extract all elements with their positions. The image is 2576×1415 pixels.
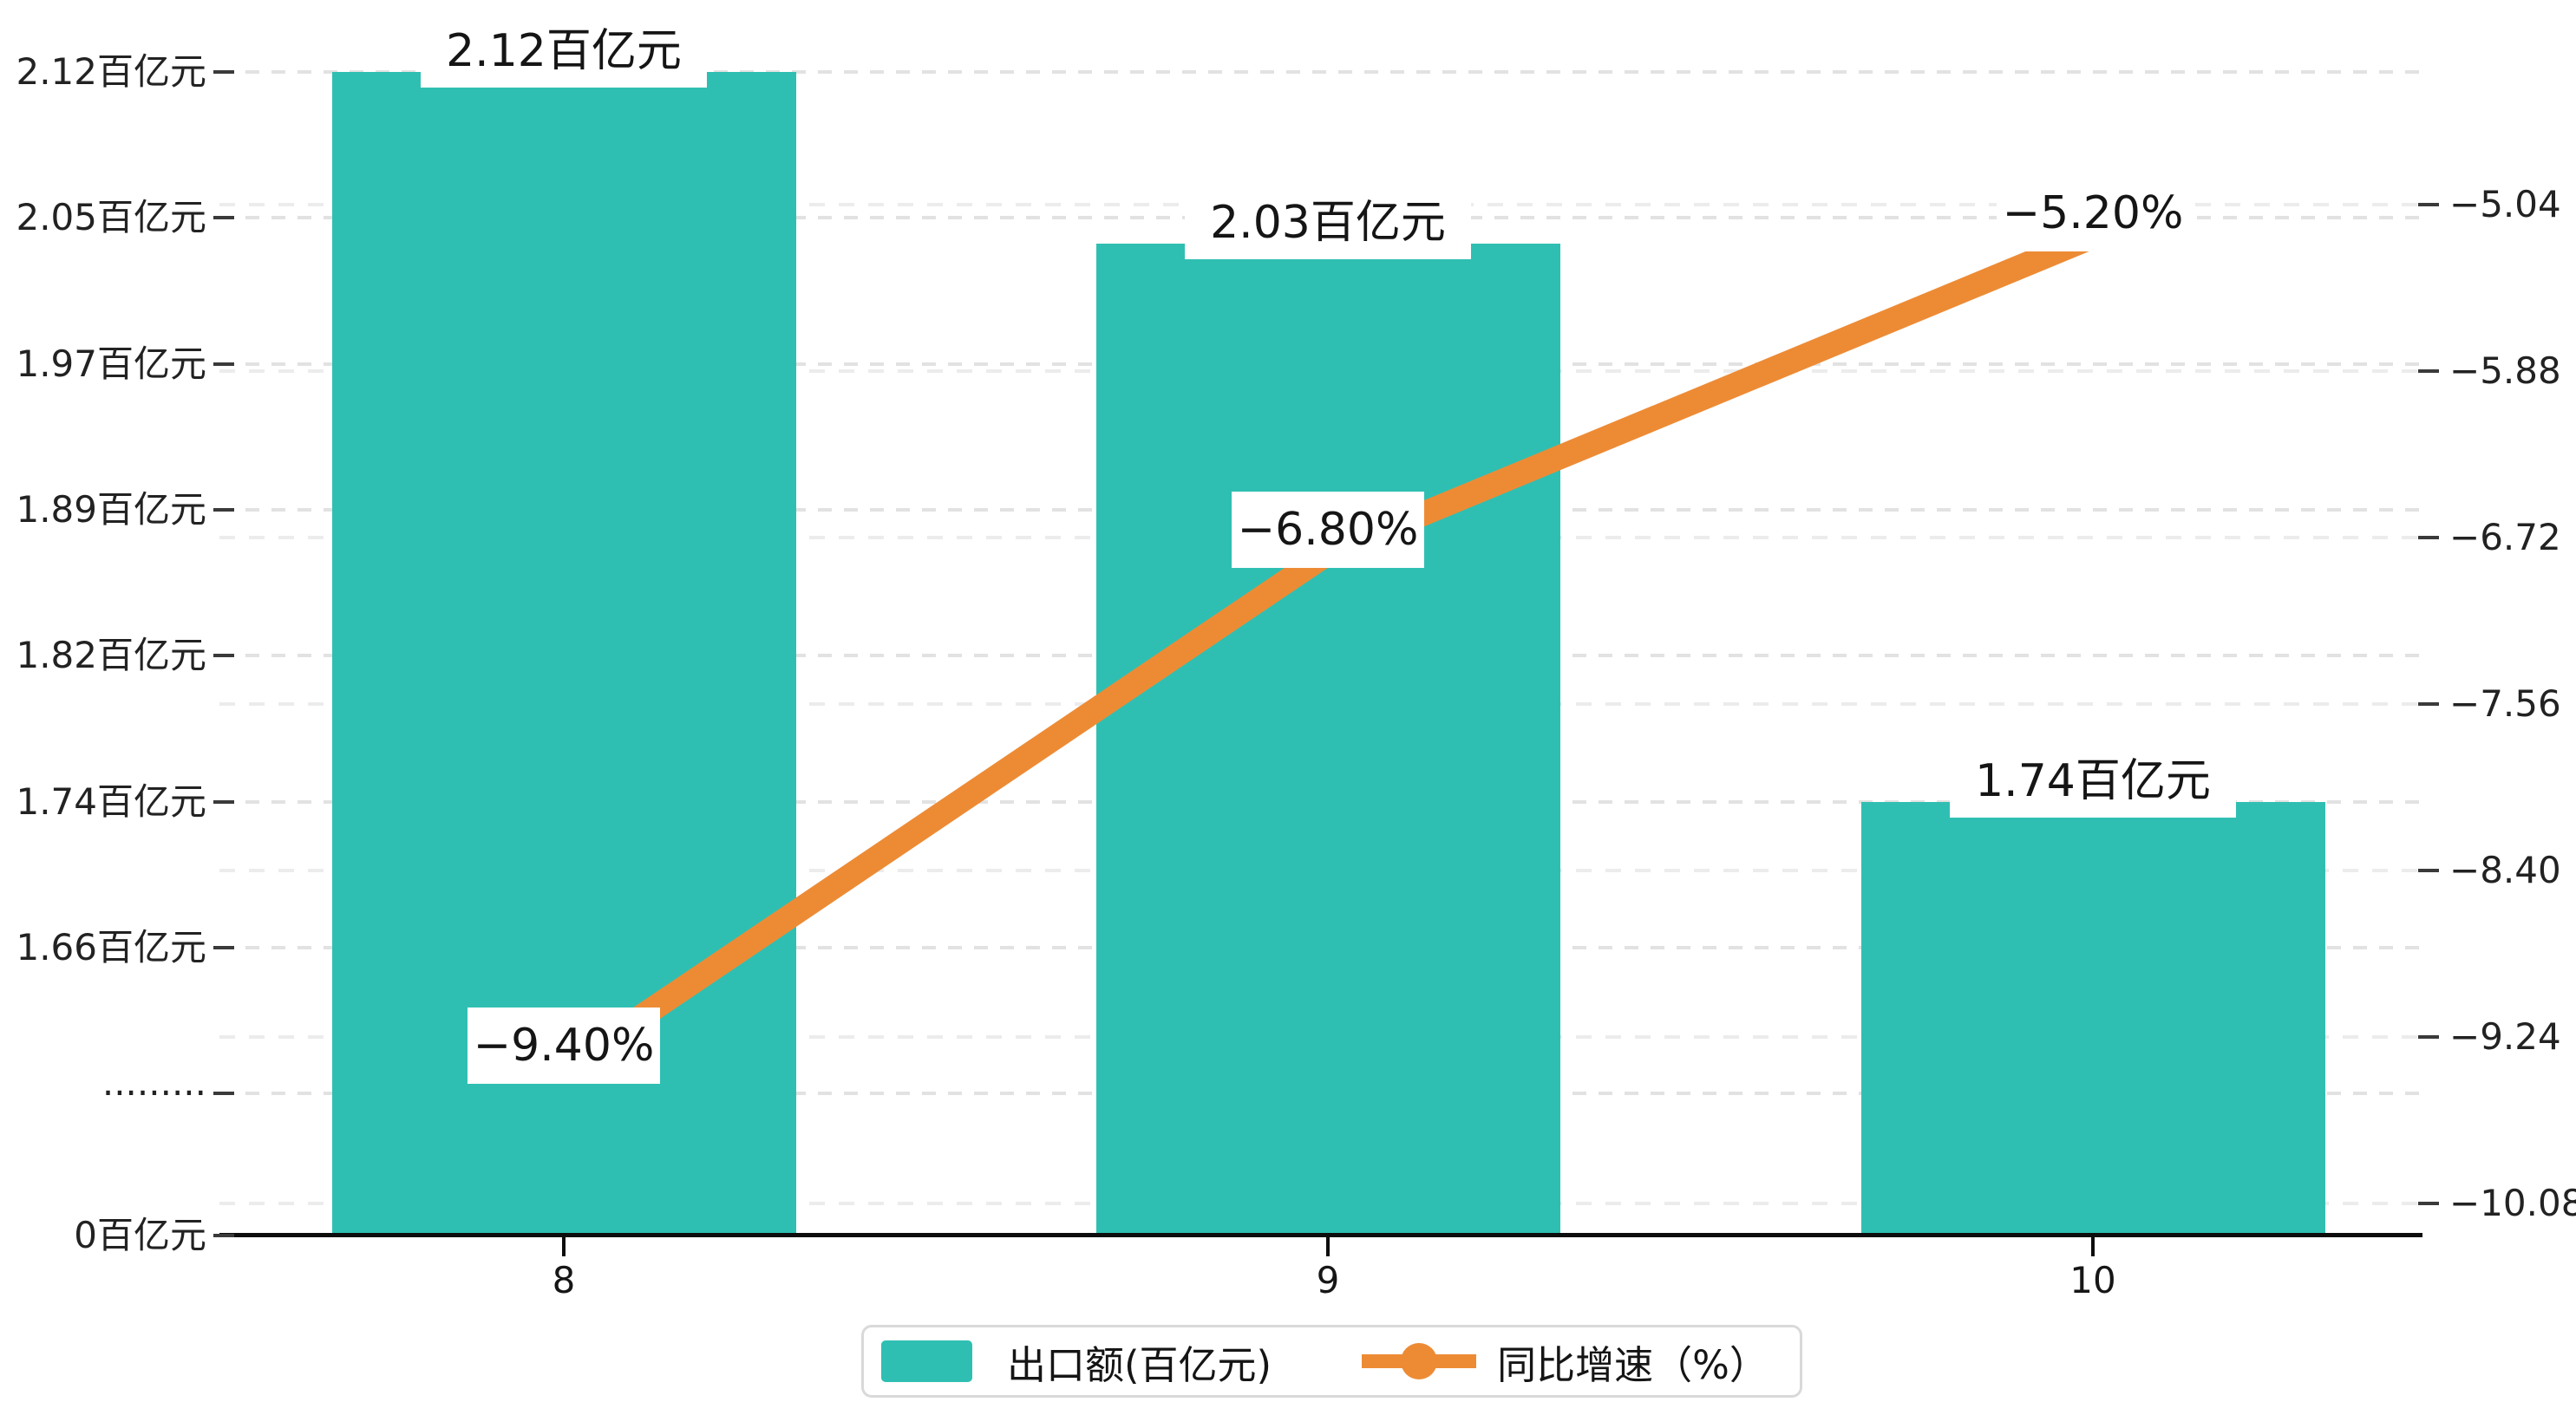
line-value-label: −5.20% [1997, 175, 2189, 251]
left-axis-tick [213, 70, 234, 74]
left-axis-label: ········· [101, 1072, 206, 1115]
bar-value-label: 2.12百亿元 [421, 5, 707, 88]
x-axis-label: 8 [552, 1259, 576, 1301]
left-axis-label: 1.89百亿元 [16, 487, 206, 531]
right-axis-label: −8.40 [2449, 849, 2561, 891]
left-axis-tick [213, 799, 234, 804]
line-series-marker-icon [1362, 1340, 1477, 1382]
x-axis-tick [562, 1237, 566, 1256]
left-axis-label: 0百亿元 [74, 1214, 206, 1256]
line-value-label: −9.40% [467, 1007, 660, 1084]
left-axis-tick [213, 362, 234, 366]
left-axis-tick [213, 945, 234, 949]
legend: 出口额(百亿元) 同比增速（%） [861, 1325, 1802, 1398]
legend-item-growth[interactable]: 同比增速（%） [1362, 1333, 1769, 1390]
x-axis-tick [1326, 1237, 1330, 1256]
right-axis-tick [2418, 369, 2439, 373]
left-axis-tick [213, 1092, 234, 1096]
left-axis-tick [213, 216, 234, 220]
left-axis-label: 1.82百亿元 [16, 634, 206, 677]
bar-value-label: 2.03百亿元 [1185, 176, 1471, 259]
legend-label-growth: 同比增速（%） [1497, 1341, 1769, 1388]
x-axis-tick [2091, 1237, 2095, 1256]
bar-month-10[interactable] [1860, 801, 2325, 1234]
right-axis-label: −5.04 [2449, 183, 2561, 225]
x-axis-label: 10 [2069, 1259, 2116, 1301]
right-axis-tick [2418, 869, 2439, 872]
x-axis-line [219, 1233, 2422, 1237]
bar-series-swatch-icon [881, 1340, 972, 1382]
right-axis-label: −9.24 [2449, 1015, 2561, 1058]
right-axis-label: −6.72 [2449, 516, 2561, 558]
line-value-label: −6.80% [1232, 492, 1424, 568]
right-axis-label: −10.08 [2449, 1182, 2576, 1224]
right-axis-tick [2418, 1202, 2439, 1205]
left-axis-tick [213, 507, 234, 512]
right-axis-tick [2418, 1035, 2439, 1039]
x-axis-label: 9 [1316, 1259, 1340, 1301]
bar-month-9[interactable] [1095, 243, 1560, 1234]
legend-item-export[interactable]: 出口额(百亿元) [881, 1333, 1272, 1390]
left-axis-label: 1.74百亿元 [16, 779, 206, 823]
right-axis-tick [2418, 536, 2439, 539]
left-axis-label: 1.66百亿元 [16, 925, 206, 968]
bar-value-label: 1.74百亿元 [1950, 734, 2236, 818]
left-axis-tick [213, 1234, 234, 1237]
right-axis-label: −5.88 [2449, 349, 2561, 392]
left-axis-tick [213, 654, 234, 658]
left-axis-label: 1.97百亿元 [16, 342, 206, 385]
right-axis-tick [2418, 702, 2439, 706]
legend-label-export: 出口额(百亿元) [1007, 1341, 1272, 1388]
growth-line-path [557, 225, 2098, 1079]
left-axis-label: 2.12百亿元 [16, 50, 206, 93]
left-axis-label: 2.05百亿元 [16, 196, 206, 239]
right-axis-tick [2418, 203, 2439, 206]
gridline-left-axis [219, 70, 2420, 74]
right-axis-label: −7.56 [2449, 682, 2561, 725]
